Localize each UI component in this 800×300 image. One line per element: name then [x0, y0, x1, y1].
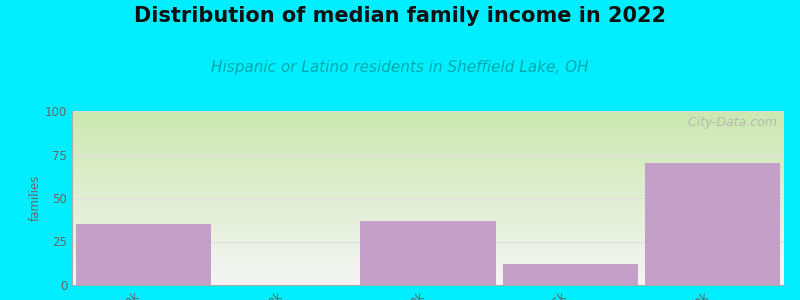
- Bar: [645, 163, 781, 285]
- Text: Hispanic or Latino residents in Sheffield Lake, OH: Hispanic or Latino residents in Sheffiel…: [211, 60, 589, 75]
- Bar: [360, 220, 496, 285]
- Bar: [502, 264, 638, 285]
- Y-axis label: families: families: [29, 175, 42, 221]
- Bar: [75, 224, 211, 285]
- Text: City-Data.com: City-Data.com: [680, 116, 777, 129]
- Text: Distribution of median family income in 2022: Distribution of median family income in …: [134, 6, 666, 26]
